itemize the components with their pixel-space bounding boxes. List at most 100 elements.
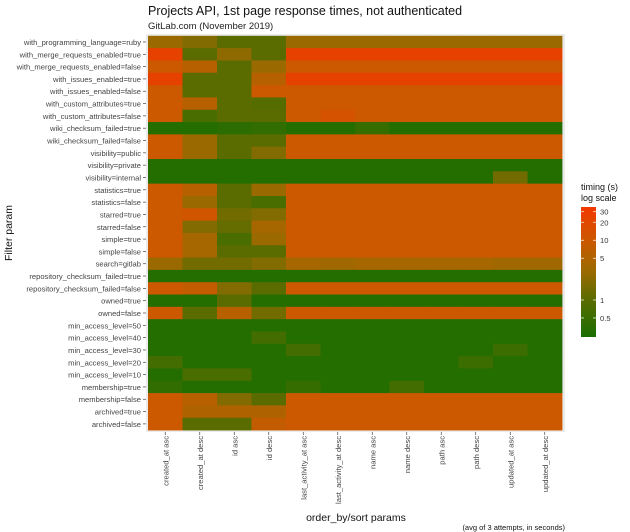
heatmap-cell: [148, 356, 183, 369]
heatmap-cell: [182, 282, 218, 295]
heatmap-cell: [424, 319, 459, 332]
y-tick-label: membership=false: [79, 395, 141, 404]
heatmap-cell: [389, 195, 425, 209]
heatmap-cell: [251, 380, 287, 394]
heatmap-cell: [355, 72, 390, 86]
heatmap-cell: [286, 306, 321, 320]
heatmap-cell: [320, 306, 356, 320]
heatmap-cell: [320, 171, 356, 185]
heatmap-cell: [355, 97, 390, 111]
x-tick-label: name asc: [368, 436, 377, 469]
heatmap-cell: [182, 109, 218, 123]
heatmap-cell: [389, 159, 425, 172]
heatmap-cell: [182, 257, 218, 271]
legend-tick-label: 0.5: [600, 314, 611, 323]
heatmap-cell: [286, 282, 321, 295]
heatmap-cell: [286, 159, 321, 172]
y-tick-label: repository_checksum_failed=false: [26, 284, 141, 293]
heatmap-cell: [424, 245, 459, 258]
heatmap-cell: [389, 343, 425, 357]
y-tick-label: with_issues_enabled=false: [49, 87, 141, 96]
heatmap-cell: [320, 380, 356, 394]
heatmap-cell: [527, 35, 563, 49]
heatmap-cell: [251, 171, 287, 185]
legend-tick-label: 20: [600, 218, 608, 227]
heatmap-cell: [527, 109, 563, 123]
heatmap-cell: [389, 35, 425, 49]
heatmap-cell: [182, 35, 218, 49]
heatmap-cell: [217, 35, 252, 49]
heatmap-cell: [389, 183, 425, 197]
heatmap-cell: [493, 220, 528, 234]
heatmap-cell: [182, 393, 218, 406]
legend-tick-label: 1: [600, 296, 604, 305]
heatmap-cell: [458, 159, 494, 172]
heatmap-cell: [217, 85, 252, 98]
heatmap-cell: [458, 319, 494, 332]
heatmap-cell: [286, 368, 321, 382]
heatmap-cell: [355, 343, 390, 357]
heatmap-cell: [458, 97, 494, 111]
heatmap-cell: [458, 269, 494, 283]
y-tick-label: owned=false: [98, 309, 141, 318]
heatmap-cell: [182, 134, 218, 148]
heatmap-cell: [493, 232, 528, 246]
heatmap-cell: [217, 183, 252, 197]
heatmap-cell: [458, 380, 494, 394]
heatmap-cell: [458, 356, 494, 369]
heatmap-cell: [286, 195, 321, 209]
heatmap-cell: [251, 72, 287, 86]
heatmap-cell: [148, 306, 183, 320]
heatmap-cell: [251, 393, 287, 406]
heatmap-cell: [182, 306, 218, 320]
heatmap-cell: [148, 159, 183, 172]
heatmap-cell: [286, 134, 321, 148]
heatmap-cell: [424, 35, 459, 49]
heatmap-cell: [148, 60, 183, 74]
heatmap-cell: [251, 257, 287, 271]
heatmap-cell: [251, 48, 287, 61]
heatmap-cell: [286, 72, 321, 86]
heatmap-cell: [424, 109, 459, 123]
heatmap-cell: [148, 405, 183, 419]
heatmap-cell: [320, 35, 356, 49]
heatmap-cell: [320, 183, 356, 197]
heatmap-cell: [286, 343, 321, 357]
heatmap-cell: [389, 282, 425, 295]
heatmap-cell: [148, 232, 183, 246]
heatmap-cell: [217, 159, 252, 172]
heatmap-cell: [355, 294, 390, 308]
heatmap-cell: [389, 319, 425, 332]
heatmap-cell: [527, 269, 563, 283]
heatmap-cell: [286, 48, 321, 61]
heatmap-cell: [389, 72, 425, 86]
heatmap-cell: [182, 368, 218, 382]
heatmap-cell: [217, 343, 252, 357]
heatmap-cell: [251, 183, 287, 197]
heatmap-cell: [251, 208, 287, 221]
heatmap-cell: [286, 257, 321, 271]
legend-tick-label: 10: [600, 236, 608, 245]
x-tick-label: id asc: [230, 436, 239, 456]
heatmap-cell: [389, 405, 425, 419]
y-tick-label: archived=false: [92, 420, 141, 429]
heatmap-cell: [286, 319, 321, 332]
y-tick-label: search=gitlab: [96, 260, 141, 269]
heatmap-cell: [320, 393, 356, 406]
heatmap-cell: [458, 122, 494, 135]
heatmap-cell: [286, 109, 321, 123]
heatmap-cell: [251, 220, 287, 234]
heatmap-cell: [320, 97, 356, 111]
heatmap-cell: [458, 232, 494, 246]
heatmap-cell: [217, 48, 252, 61]
x-axis-label: order_by/sort params: [306, 512, 406, 524]
heatmap-cell: [458, 109, 494, 123]
heatmap-cell: [389, 269, 425, 283]
heatmap-cell: [424, 282, 459, 295]
heatmap-cell: [148, 208, 183, 221]
heatmap-cell: [148, 220, 183, 234]
heatmap-cell: [320, 122, 356, 135]
heatmap-cell: [527, 356, 563, 369]
heatmap-cell: [320, 220, 356, 234]
